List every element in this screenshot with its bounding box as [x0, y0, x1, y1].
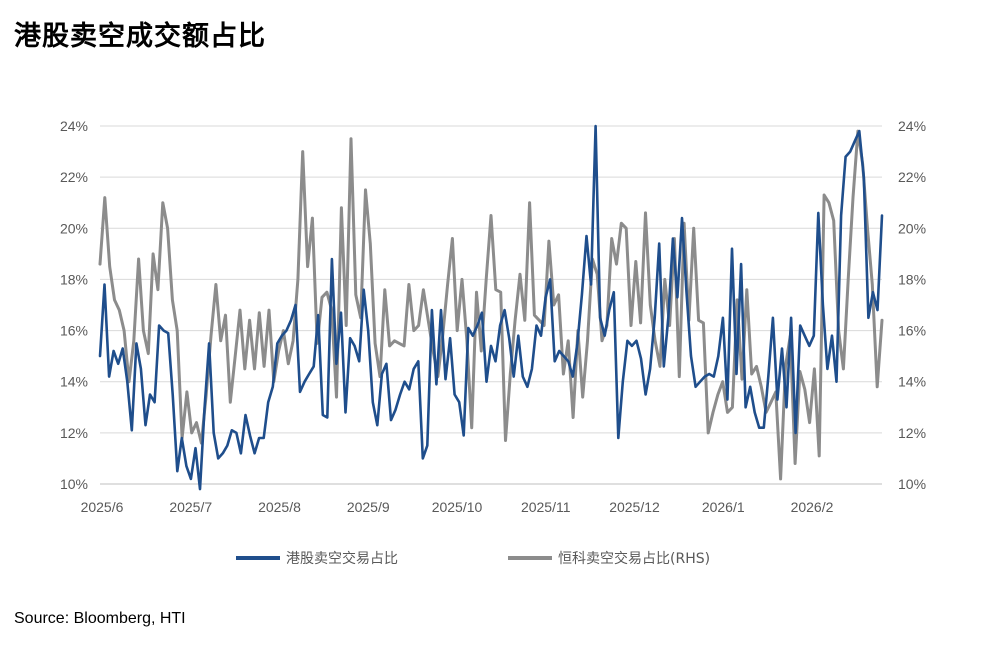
left-tick-label: 20%	[60, 220, 88, 236]
chart-title: 港股卖空成交额占比	[14, 21, 266, 52]
series-layer	[98, 124, 884, 491]
x-tick-label: 2026/2	[791, 499, 834, 515]
right-tick-label: 22%	[898, 169, 926, 185]
gridlines	[100, 125, 882, 434]
legend-label-hstech: 恒科卖空交易占比(RHS)	[558, 550, 710, 567]
left-tick-label: 12%	[60, 425, 88, 441]
right-tick-label: 24%	[898, 118, 926, 134]
x-axis-ticks: 2025/6 2025/7 2025/8 2025/9 2025/10 2025/11 20…	[81, 499, 834, 515]
legend: 港股卖空交易占比 恒科卖空交易占比(RHS)	[236, 550, 710, 567]
x-tick-label: 2025/11	[521, 499, 571, 515]
left-tick-label: 16%	[60, 323, 88, 339]
right-axis-ticks: 10% 12% 14% 16% 18% 20% 22% 24%	[898, 118, 926, 492]
left-tick-label: 22%	[60, 169, 88, 185]
left-axis-ticks: 10% 12% 14% 16% 18% 20% 22% 24%	[60, 118, 88, 492]
legend-label-hk: 港股卖空交易占比	[286, 550, 398, 567]
series-line-hk	[98, 124, 884, 491]
right-tick-label: 14%	[898, 374, 926, 390]
series-line-hstech	[98, 129, 884, 481]
right-tick-label: 12%	[898, 425, 926, 441]
x-tick-label: 2025/9	[347, 499, 390, 515]
x-tick-label: 2025/10	[432, 499, 483, 515]
right-tick-label: 10%	[898, 476, 926, 492]
left-tick-label: 10%	[60, 476, 88, 492]
right-tick-label: 20%	[898, 220, 926, 236]
left-tick-label: 18%	[60, 271, 88, 287]
x-tick-label: 2025/12	[609, 499, 660, 515]
right-tick-label: 16%	[898, 323, 926, 339]
right-tick-label: 18%	[898, 271, 926, 287]
x-tick-label: 2025/6	[81, 499, 124, 515]
left-tick-label: 24%	[60, 118, 88, 134]
x-tick-label: 2026/1	[702, 499, 745, 515]
left-tick-label: 14%	[60, 374, 88, 390]
x-tick-label: 2025/7	[169, 499, 212, 515]
x-tick-label: 2025/8	[258, 499, 301, 515]
source-note: Source: Bloomberg, HTI	[14, 610, 186, 627]
